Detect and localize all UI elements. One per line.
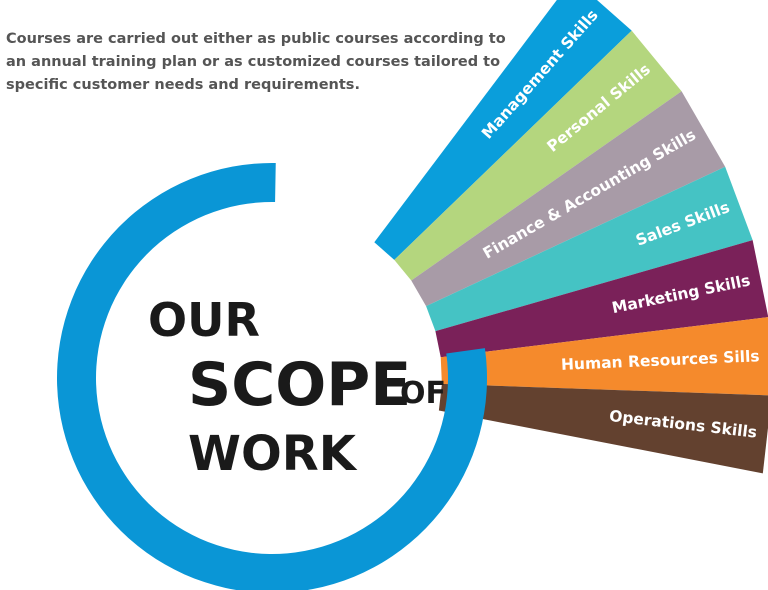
skill-ray-3: [411, 91, 726, 307]
intro-text: Courses are carried out either as public…: [6, 31, 506, 93]
skill-ray-1: [374, 0, 632, 260]
title-scope: SCOPE: [188, 350, 411, 420]
title-work: WORK: [188, 426, 358, 482]
skill-rays: [374, 0, 768, 474]
title-our: OUR: [148, 293, 260, 347]
skill-ray-6: [440, 317, 768, 396]
skill-ray-4: [426, 166, 753, 332]
skill-ray-2: [394, 30, 682, 281]
title-of: OF: [400, 376, 446, 411]
skill-ray-5: [435, 240, 768, 358]
skill-ray-7: [438, 383, 768, 474]
